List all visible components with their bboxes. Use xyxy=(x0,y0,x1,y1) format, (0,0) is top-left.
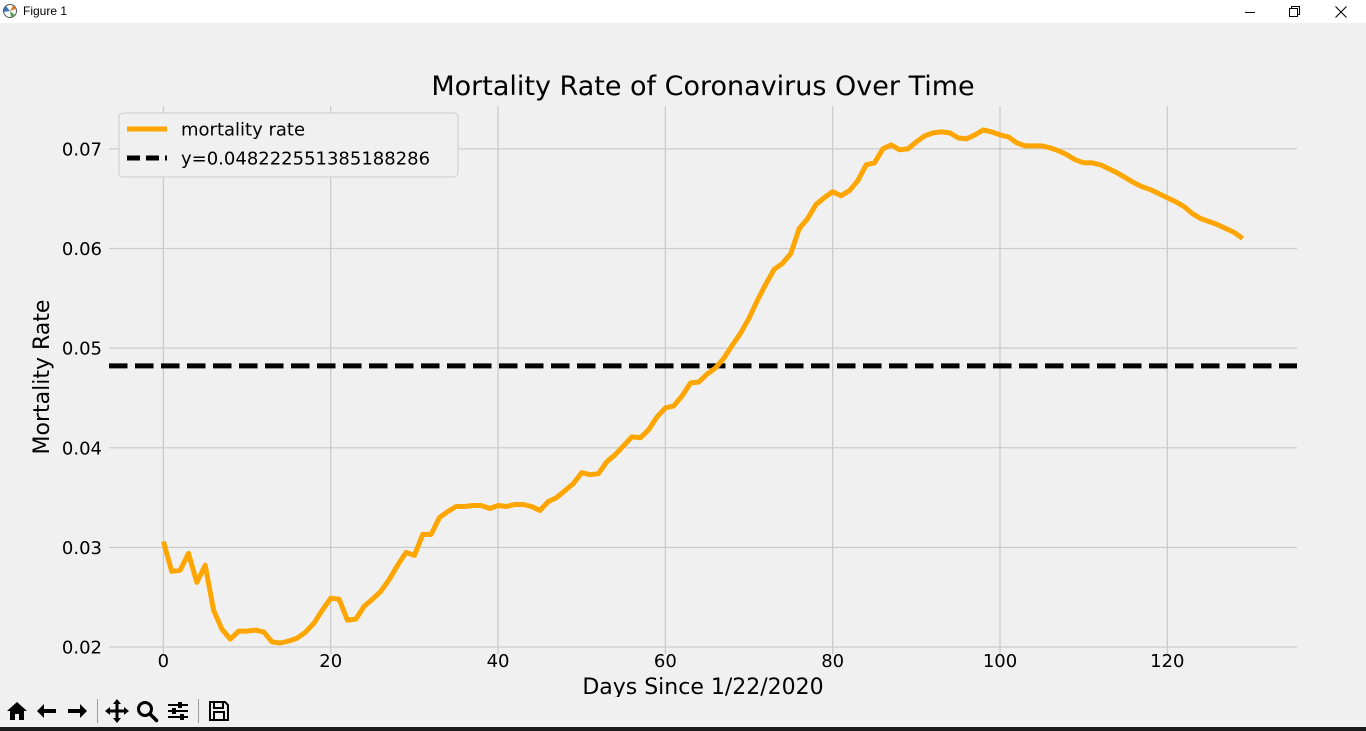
x-tick-label: 100 xyxy=(983,651,1017,672)
legend-label-mean-line: y=0.048222551385188286 xyxy=(181,149,430,170)
x-tick-label: 0 xyxy=(158,651,169,672)
y-tick-label: 0.02 xyxy=(62,638,102,659)
window-titlebar: Figure 1 xyxy=(0,0,1366,23)
chart-canvas[interactable]: 0 20 40 60 80 100 120 0.02 0.03 0.04 0.05 0.06 0.07… xyxy=(0,23,1366,697)
home-button[interactable] xyxy=(3,697,31,725)
close-button[interactable] xyxy=(1318,0,1364,23)
matplotlib-app-icon xyxy=(3,4,17,18)
x-axis-label: Days Since 1/22/2020 xyxy=(582,675,823,697)
y-tick-labels: 0.02 0.03 0.04 0.05 0.06 0.07 xyxy=(62,139,102,658)
legend: mortality rate y=0.048222551385188286 xyxy=(118,112,459,178)
back-button[interactable] xyxy=(33,697,61,725)
x-tick-label: 20 xyxy=(319,651,342,672)
x-tick-label: 40 xyxy=(487,651,510,672)
x-tick-label: 80 xyxy=(821,651,844,672)
navigation-toolbar xyxy=(0,697,1366,727)
back-icon xyxy=(37,704,56,718)
pan-button[interactable] xyxy=(103,697,131,725)
x-tick-labels: 0 20 40 60 80 100 120 xyxy=(158,651,1185,672)
plot-lines xyxy=(109,127,1297,646)
mortality-rate-line xyxy=(160,127,1245,646)
toolbar-separator xyxy=(97,699,98,723)
y-axis-label: Mortality Rate xyxy=(30,300,55,455)
configure-subplots-icon xyxy=(168,702,188,720)
restore-button[interactable] xyxy=(1272,0,1318,23)
save-icon xyxy=(209,701,229,721)
y-tick-label: 0.06 xyxy=(62,239,102,260)
forward-icon xyxy=(68,704,87,718)
taskbar-edge xyxy=(0,727,1366,731)
x-tick-label: 60 xyxy=(654,651,677,672)
toolbar-separator xyxy=(198,699,199,723)
zoom-button[interactable] xyxy=(133,697,161,725)
minimize-icon xyxy=(1245,11,1255,13)
configure-subplots-button[interactable] xyxy=(164,697,192,725)
zoom-icon xyxy=(137,701,159,723)
y-tick-label: 0.03 xyxy=(62,538,102,559)
x-tick-label: 120 xyxy=(1150,651,1184,672)
legend-label-mortality-rate: mortality rate xyxy=(181,120,305,141)
close-icon xyxy=(1335,5,1347,18)
y-tick-label: 0.07 xyxy=(62,139,102,160)
window-title: Figure 1 xyxy=(23,4,68,18)
minimize-button[interactable] xyxy=(1227,0,1273,23)
forward-button[interactable] xyxy=(63,697,91,725)
y-tick-label: 0.05 xyxy=(62,339,102,360)
save-button[interactable] xyxy=(205,697,233,725)
legend-box xyxy=(118,112,459,178)
y-tick-label: 0.04 xyxy=(62,438,102,459)
pan-icon xyxy=(105,699,129,723)
home-icon xyxy=(7,702,27,720)
restore-icon xyxy=(1289,5,1300,17)
chart-title: Mortality Rate of Coronavirus Over Time xyxy=(431,71,974,102)
